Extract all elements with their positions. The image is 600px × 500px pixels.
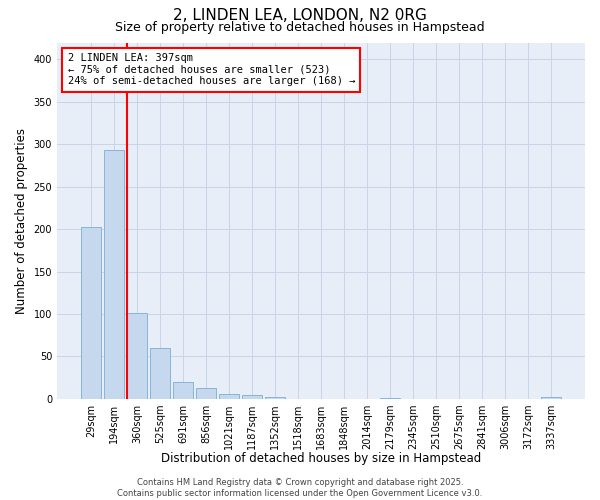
Text: Size of property relative to detached houses in Hampstead: Size of property relative to detached ho…	[115, 21, 485, 34]
Bar	[242, 396, 262, 398]
Text: Contains HM Land Registry data © Crown copyright and database right 2025.
Contai: Contains HM Land Registry data © Crown c…	[118, 478, 482, 498]
Bar	[196, 388, 216, 398]
Text: 2 LINDEN LEA: 397sqm
← 75% of detached houses are smaller (523)
24% of semi-deta: 2 LINDEN LEA: 397sqm ← 75% of detached h…	[68, 53, 355, 86]
Text: 2, LINDEN LEA, LONDON, N2 0RG: 2, LINDEN LEA, LONDON, N2 0RG	[173, 8, 427, 22]
Bar	[150, 348, 170, 399]
Y-axis label: Number of detached properties: Number of detached properties	[15, 128, 28, 314]
X-axis label: Distribution of detached houses by size in Hampstead: Distribution of detached houses by size …	[161, 452, 481, 465]
Bar	[81, 226, 101, 398]
Bar	[173, 382, 193, 398]
Bar	[265, 397, 285, 398]
Bar	[127, 313, 146, 398]
Bar	[541, 397, 561, 398]
Bar	[104, 150, 124, 398]
Bar	[219, 394, 239, 398]
